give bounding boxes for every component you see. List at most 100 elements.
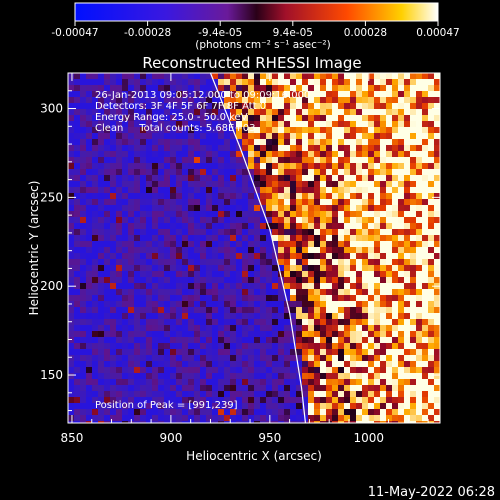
heatmap-cell <box>98 403 104 409</box>
heatmap-cell <box>98 283 104 289</box>
heatmap-cell <box>392 97 398 103</box>
heatmap-cell <box>254 355 260 361</box>
heatmap-cell <box>212 121 218 127</box>
heatmap-cell <box>362 295 368 301</box>
heatmap-cell <box>212 373 218 379</box>
heatmap-cell <box>116 295 122 301</box>
heatmap-cell <box>110 421 116 423</box>
heatmap-cell <box>320 139 326 145</box>
heatmap-cell <box>98 79 104 85</box>
heatmap-cell <box>188 355 194 361</box>
heatmap-cell <box>80 289 86 295</box>
heatmap-cell <box>176 73 182 79</box>
heatmap-cell <box>278 133 284 139</box>
heatmap-cell <box>368 187 374 193</box>
heatmap-cell <box>368 343 374 349</box>
heatmap-cell <box>386 307 392 313</box>
heatmap-cell <box>410 367 416 373</box>
heatmap-cell <box>332 415 338 421</box>
heatmap-cell <box>182 235 188 241</box>
heatmap-cell <box>140 295 146 301</box>
heatmap-cell <box>422 391 428 397</box>
heatmap-cell <box>68 349 74 355</box>
heatmap-cell <box>296 397 302 403</box>
heatmap-cell <box>290 127 296 133</box>
heatmap-cell <box>254 103 260 109</box>
heatmap-cell <box>80 217 86 223</box>
heatmap-cell <box>404 97 410 103</box>
heatmap-cell <box>434 277 440 283</box>
heatmap-cell <box>296 169 302 175</box>
heatmap-cell <box>170 421 176 423</box>
heatmap-cell <box>416 295 422 301</box>
heatmap-cell <box>320 109 326 115</box>
heatmap-cell <box>206 415 212 421</box>
heatmap-cell <box>422 97 428 103</box>
heatmap-cell <box>146 391 152 397</box>
heatmap-cell <box>92 199 98 205</box>
heatmap-cell <box>266 139 272 145</box>
heatmap-cell <box>134 91 140 97</box>
heatmap-cell <box>368 175 374 181</box>
heatmap-cell <box>200 199 206 205</box>
heatmap-cell <box>416 133 422 139</box>
heatmap-cell <box>152 259 158 265</box>
heatmap-cell <box>158 79 164 85</box>
heatmap-cell <box>434 163 440 169</box>
heatmap-cell <box>92 361 98 367</box>
heatmap-cell <box>110 97 116 103</box>
heatmap-cell <box>344 91 350 97</box>
heatmap-cell <box>260 181 266 187</box>
heatmap-cell <box>176 223 182 229</box>
heatmap-cell <box>176 331 182 337</box>
heatmap-cell <box>104 115 110 121</box>
heatmap-cell <box>74 253 80 259</box>
heatmap-cell <box>128 133 134 139</box>
heatmap-cell <box>386 343 392 349</box>
heatmap-cell <box>116 391 122 397</box>
heatmap-cell <box>194 157 200 163</box>
heatmap-cell <box>164 355 170 361</box>
heatmap-cell <box>416 139 422 145</box>
heatmap-cell <box>380 307 386 313</box>
heatmap-cell <box>248 277 254 283</box>
heatmap-cell <box>290 229 296 235</box>
heatmap-cell <box>290 373 296 379</box>
heatmap-cell <box>122 421 128 423</box>
heatmap-cell <box>224 205 230 211</box>
heatmap-cell <box>218 169 224 175</box>
heatmap-cell <box>140 103 146 109</box>
heatmap-cell <box>350 139 356 145</box>
timestamp: 11-May-2022 06:28 <box>368 485 495 500</box>
x-tick-label: 950 <box>258 431 281 445</box>
heatmap-cell <box>98 385 104 391</box>
heatmap-cell <box>146 145 152 151</box>
heatmap-cell <box>110 301 116 307</box>
heatmap-cell <box>158 391 164 397</box>
heatmap-cell <box>206 325 212 331</box>
heatmap-cell <box>74 307 80 313</box>
heatmap-cell <box>290 217 296 223</box>
heatmap-cell <box>206 127 212 133</box>
heatmap-cell <box>176 361 182 367</box>
solar-limb-curve <box>209 73 307 423</box>
heatmap-cell <box>146 331 152 337</box>
heatmap-cell <box>398 421 404 423</box>
heatmap-cell <box>326 139 332 145</box>
heatmap-cell <box>92 337 98 343</box>
heatmap-cell <box>428 193 434 199</box>
heatmap-cell <box>164 421 170 423</box>
heatmap-cell <box>68 187 74 193</box>
heatmap-cell <box>122 277 128 283</box>
heatmap-cell <box>242 289 248 295</box>
heatmap-cell <box>158 361 164 367</box>
heatmap-cell <box>332 79 338 85</box>
heatmap-cell <box>230 361 236 367</box>
heatmap-cell <box>98 247 104 253</box>
heatmap-cell <box>218 85 224 91</box>
heatmap-cell <box>278 175 284 181</box>
heatmap-cell <box>344 121 350 127</box>
heatmap-cell <box>134 181 140 187</box>
heatmap-cell <box>434 157 440 163</box>
heatmap-cell <box>416 229 422 235</box>
